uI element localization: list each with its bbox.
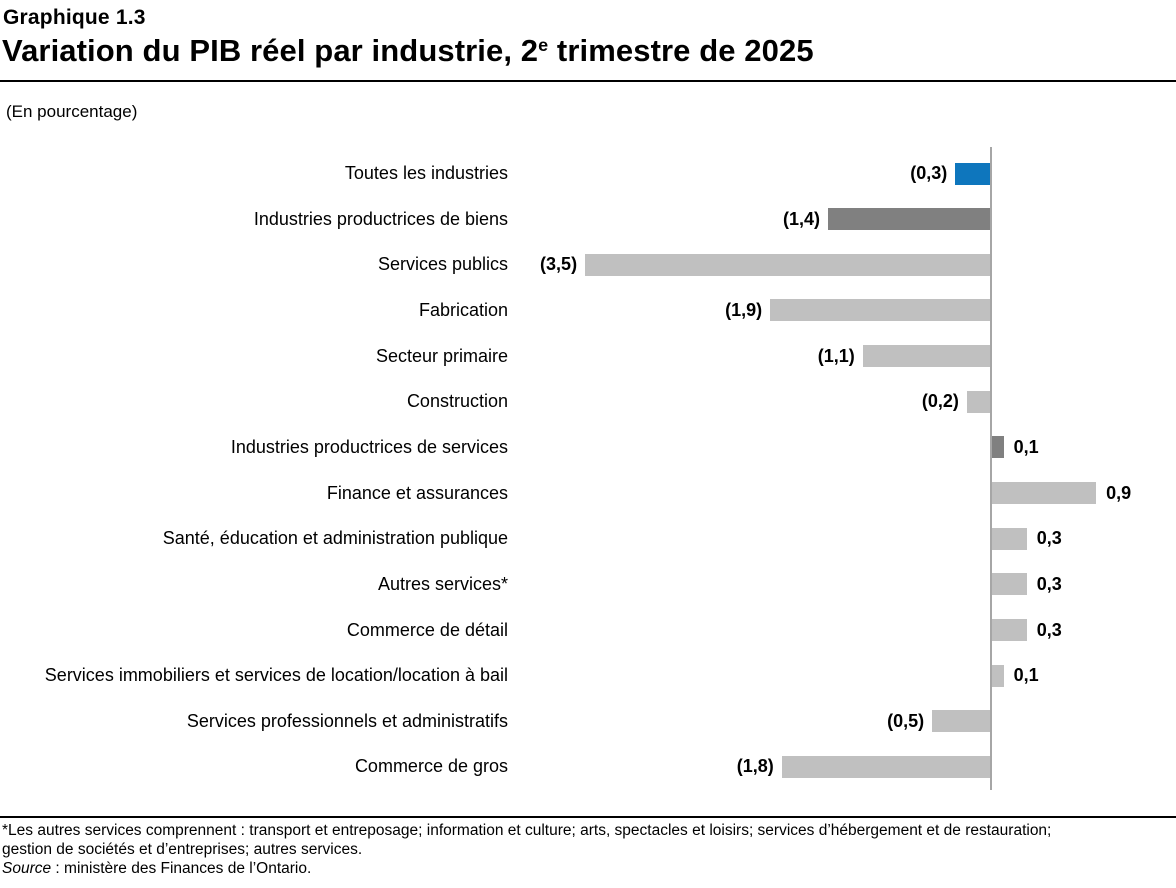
category-label: Commerce de détail bbox=[346, 619, 508, 640]
value-label: (1,8) bbox=[736, 756, 774, 777]
category-label: Finance et assurances bbox=[326, 482, 508, 503]
footnote-block: *Les autres services comprennent : trans… bbox=[2, 821, 1051, 878]
title-suffix: trimestre de 2025 bbox=[548, 33, 814, 68]
category-label: Industries productrices de biens bbox=[253, 208, 508, 229]
title-superscript: e bbox=[538, 35, 549, 56]
page-title: Variation du PIB réel par industrie, 2e … bbox=[2, 33, 814, 69]
category-label: Services immobiliers et services de loca… bbox=[44, 665, 508, 686]
title-prefix: Variation du PIB réel par industrie, 2 bbox=[2, 33, 539, 68]
chart-number: Graphique 1.3 bbox=[3, 6, 146, 29]
chart-row: Services professionnels et administratif… bbox=[0, 699, 1176, 743]
value-label: (3,5) bbox=[540, 254, 578, 275]
bar bbox=[955, 162, 990, 185]
category-label: Fabrication bbox=[418, 299, 508, 320]
title-divider bbox=[0, 80, 1176, 82]
bar bbox=[992, 482, 1097, 505]
footnote-line-2: gestion de sociétés et d’entreprises; au… bbox=[2, 841, 363, 858]
category-label: Toutes les industries bbox=[344, 163, 508, 183]
value-label: 0,3 bbox=[1036, 528, 1062, 549]
bar bbox=[992, 573, 1027, 596]
value-label: 0,3 bbox=[1036, 619, 1062, 640]
chart-row: Industries productrices de services 0,1 bbox=[0, 425, 1176, 469]
bar bbox=[862, 345, 990, 368]
bar bbox=[828, 208, 990, 231]
category-label: Santé, éducation et administration publi… bbox=[162, 528, 508, 549]
bar bbox=[932, 710, 990, 733]
bar bbox=[992, 436, 1004, 459]
footnote-divider bbox=[0, 816, 1176, 818]
category-label: Secteur primaire bbox=[375, 345, 508, 366]
chart-row: Finance et assurances 0,9 bbox=[0, 471, 1176, 515]
value-label: 0,1 bbox=[1013, 436, 1039, 457]
bar bbox=[992, 664, 1004, 687]
value-label: (1,1) bbox=[817, 345, 855, 366]
chart-row: Industries productrices de biens (1,4) bbox=[0, 197, 1176, 241]
chart-row: Construction (0,2) bbox=[0, 380, 1176, 424]
value-label: (0,3) bbox=[910, 163, 948, 183]
category-label: Autres services* bbox=[377, 573, 508, 594]
bar bbox=[992, 527, 1027, 550]
source-text: : ministère des Finances de l’Ontario. bbox=[51, 860, 312, 877]
bar bbox=[585, 253, 990, 276]
category-label: Industries productrices de services bbox=[230, 436, 508, 457]
category-label: Commerce de gros bbox=[354, 756, 508, 777]
chart-row: Fabrication (1,9) bbox=[0, 288, 1176, 332]
unit-label: (En pourcentage) bbox=[6, 102, 138, 121]
chart-row: Autres services* 0,3 bbox=[0, 562, 1176, 606]
chart-row: Commerce de détail 0,3 bbox=[0, 608, 1176, 652]
bar bbox=[992, 619, 1027, 641]
value-label: (1,9) bbox=[725, 299, 763, 320]
value-label: 0,3 bbox=[1036, 573, 1062, 594]
category-label: Services professionnels et administratif… bbox=[186, 710, 508, 731]
value-label: 0,9 bbox=[1106, 482, 1132, 503]
bar bbox=[781, 755, 990, 778]
bar bbox=[966, 390, 990, 413]
chart-row: Toutes les industries (0,3) bbox=[0, 152, 1176, 196]
chart-row: Services immobiliers et services de loca… bbox=[0, 654, 1176, 698]
value-label: (1,4) bbox=[783, 208, 821, 229]
source-line: Source : ministère des Finances de l’Ont… bbox=[2, 859, 1051, 878]
category-label: Services publics bbox=[377, 254, 508, 275]
category-label: Construction bbox=[406, 391, 508, 412]
source-label: Source bbox=[2, 860, 52, 877]
value-label: (0,2) bbox=[921, 391, 959, 412]
bar bbox=[770, 299, 990, 322]
footnote-line-1: *Les autres services comprennent : trans… bbox=[2, 822, 1052, 839]
chart-row: Secteur primaire (1,1) bbox=[0, 334, 1176, 378]
zero-axis-line bbox=[990, 147, 992, 790]
value-label: 0,1 bbox=[1013, 665, 1039, 686]
value-label: (0,5) bbox=[887, 710, 925, 731]
chart-row: Commerce de gros (1,8) bbox=[0, 745, 1176, 789]
chart-row: Services publics (3,5) bbox=[0, 243, 1176, 287]
bar-chart: Toutes les industries (0,3) Industries pro… bbox=[0, 133, 1176, 800]
chart-row: Santé, éducation et administration publi… bbox=[0, 517, 1176, 561]
